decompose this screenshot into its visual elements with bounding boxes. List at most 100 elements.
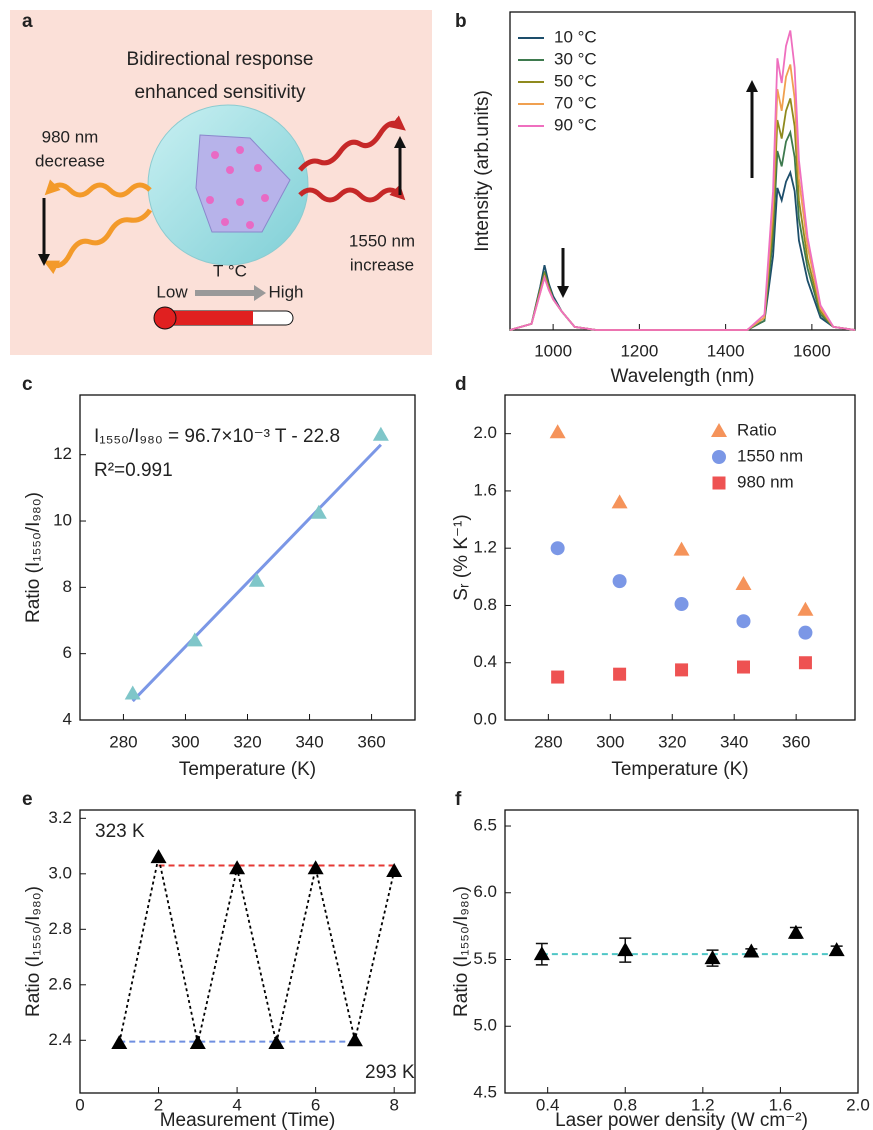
y-axis-label: Ratio (I₁₅₅₀/I₉₈₀) xyxy=(23,886,44,1017)
panel-label: b xyxy=(455,11,467,32)
x-tick-label: 0.4 xyxy=(536,1095,560,1114)
point xyxy=(533,946,550,961)
y-tick-label: 6 xyxy=(63,643,72,662)
x-tick-label: 0 xyxy=(75,1095,84,1114)
label: increase xyxy=(350,255,414,274)
y-tick-label: 6.5 xyxy=(473,816,497,835)
point xyxy=(186,632,203,647)
y-tick-label: 4.5 xyxy=(473,1082,497,1101)
point xyxy=(617,942,634,957)
point xyxy=(704,950,721,965)
point xyxy=(124,685,141,700)
point xyxy=(268,1035,285,1050)
y-axis-label: Ratio (I₁₅₅₀/I₉₈₀) xyxy=(451,886,472,1017)
x-axis-label: Wavelength (nm) xyxy=(611,366,755,387)
label: 980 nm xyxy=(42,127,99,146)
point xyxy=(743,943,760,958)
point xyxy=(798,625,813,640)
y-axis-label: Ratio (I₁₅₅₀/I₉₈₀) xyxy=(23,492,44,623)
x-axis-label: Laser power density (W cm⁻²) xyxy=(555,1110,808,1130)
y-tick-label: 5.5 xyxy=(473,949,497,968)
x-tick-label: 360 xyxy=(782,732,810,751)
x-tick-label: 280 xyxy=(534,732,562,751)
point xyxy=(189,1035,206,1050)
point xyxy=(111,1035,128,1050)
label: Low xyxy=(156,282,188,301)
plot-frame xyxy=(504,809,859,1094)
label: 1550 nm xyxy=(349,231,415,250)
panel-a: Bidirectional response enhanced sensitiv… xyxy=(10,10,432,355)
legend-label: 10 °C xyxy=(554,27,597,46)
diagram-title: Bidirectional response xyxy=(127,49,314,70)
x-tick-label: 1200 xyxy=(620,341,658,360)
point xyxy=(551,670,565,684)
x-tick-label: 1600 xyxy=(793,341,831,360)
point xyxy=(674,597,689,612)
y-tick-label: 0.0 xyxy=(473,709,497,728)
point xyxy=(735,575,752,590)
diagram-title: enhanced sensitivity xyxy=(134,82,306,103)
point xyxy=(307,860,324,875)
panel-label: d xyxy=(455,374,467,395)
label: T °C xyxy=(213,261,247,280)
y-axis-label: Intensity (arb.units) xyxy=(472,90,493,252)
y-tick-label: 5.0 xyxy=(473,1016,497,1035)
plot-frame xyxy=(504,394,856,721)
x-tick-label: 1.6 xyxy=(769,1095,793,1114)
y-tick-label: 2.4 xyxy=(48,1030,72,1049)
connector-line xyxy=(118,856,396,1044)
point xyxy=(797,601,814,616)
legend-label: 70 °C xyxy=(554,93,597,112)
annotation: 293 K xyxy=(365,1062,415,1083)
point xyxy=(711,423,727,437)
x-tick-label: 300 xyxy=(171,732,199,751)
x-tick-label: 320 xyxy=(658,732,686,751)
point xyxy=(736,614,751,629)
spectrum-line xyxy=(509,30,856,331)
point xyxy=(310,504,327,519)
y-tick-label: 8 xyxy=(63,577,72,596)
legend-label: Ratio xyxy=(737,420,777,439)
x-tick-label: 4 xyxy=(232,1095,241,1114)
point xyxy=(673,541,690,556)
point xyxy=(372,426,389,441)
x-tick-label: 320 xyxy=(233,732,261,751)
panel-label: e xyxy=(22,789,33,810)
point xyxy=(787,924,804,939)
x-axis-label: Temperature (K) xyxy=(179,759,316,780)
label: decrease xyxy=(35,151,105,170)
point xyxy=(675,663,689,677)
x-axis-label: Measurement (Time) xyxy=(160,1110,336,1130)
point xyxy=(248,572,265,587)
annotation: I₁₅₅₀/I₉₈₀ = 96.7×10⁻³ T - 22.8 xyxy=(94,426,340,447)
y-axis-label: Sᵣ (% K⁻¹) xyxy=(451,514,472,600)
x-tick-label: 340 xyxy=(720,732,748,751)
emission-arrow xyxy=(44,179,152,198)
panel-label: a xyxy=(22,11,33,32)
x-tick-label: 2.0 xyxy=(846,1095,870,1114)
x-tick-label: 1400 xyxy=(707,341,745,360)
x-axis-label: Temperature (K) xyxy=(611,759,748,780)
emission-arrow xyxy=(298,184,406,203)
x-tick-label: 0.8 xyxy=(613,1095,637,1114)
panel-label: f xyxy=(455,789,462,810)
emission-arrow xyxy=(298,115,406,172)
emission-arrow xyxy=(43,208,153,275)
annotation: R²=0.991 xyxy=(94,460,173,481)
point xyxy=(613,667,627,681)
y-tick-label: 12 xyxy=(53,444,72,463)
legend-label: 980 nm xyxy=(737,472,794,491)
y-tick-label: 2.6 xyxy=(48,974,72,993)
y-tick-label: 1.6 xyxy=(473,480,497,499)
point xyxy=(346,1032,363,1047)
point xyxy=(386,863,403,878)
x-tick-label: 6 xyxy=(311,1095,320,1114)
panel-label: c xyxy=(22,374,33,395)
point xyxy=(712,476,726,490)
point xyxy=(150,849,167,864)
x-tick-label: 340 xyxy=(295,732,323,751)
point xyxy=(798,656,812,670)
label: High xyxy=(269,282,304,301)
x-tick-label: 280 xyxy=(109,732,137,751)
y-tick-label: 3.0 xyxy=(48,863,72,882)
